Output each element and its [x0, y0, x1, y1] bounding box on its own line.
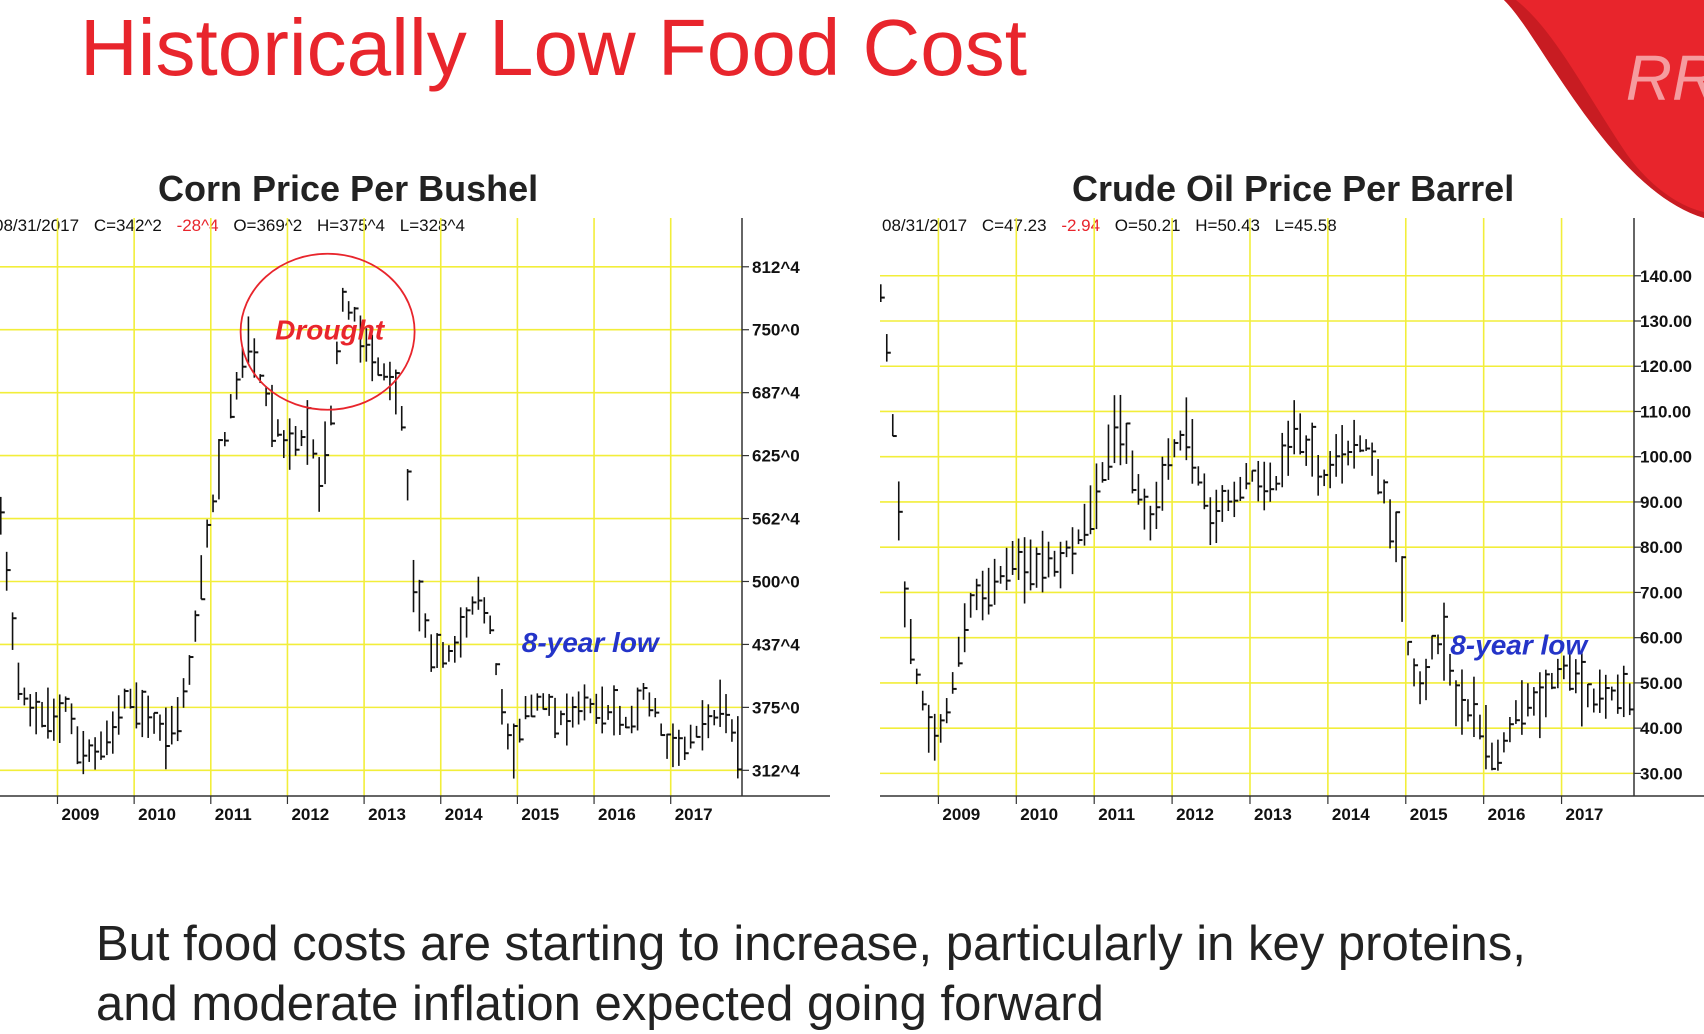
x-tick-label: 2009: [942, 805, 980, 824]
oil-open: O=50.21: [1114, 216, 1181, 235]
y-tick-label: 750^0: [752, 321, 800, 340]
y-tick-label: 500^0: [752, 572, 800, 591]
y-tick-label: 437^4: [752, 635, 800, 654]
oil-low: L=45.58: [1274, 216, 1337, 235]
y-tick-label: 40.00: [1640, 719, 1683, 738]
brand-corner: RR: [1504, 0, 1704, 218]
oil-close: C=47.23: [981, 216, 1047, 235]
corn-price-chart: 812^4 750^0 687^4 625^0 562^4 500^0 437^4 375^0…: [0, 218, 830, 824]
grid: [0, 218, 742, 796]
y-tick-label: 50.00: [1640, 674, 1683, 693]
y-tick-label: 562^4: [752, 510, 800, 529]
y-tick-label: 100.00: [1640, 448, 1692, 467]
annotation-label: 8-year low: [1450, 629, 1589, 660]
corn-date: 08/31/2017: [0, 216, 80, 235]
ohlc-series: [0, 287, 742, 779]
y-tick-label: 90.00: [1640, 493, 1683, 512]
x-tick-label: 2012: [291, 805, 329, 824]
x-tick-label: 2014: [445, 805, 483, 824]
oil-chart-summary: 08/31/2017 C=47.23 -2.94 O=50.21 H=50.43…: [882, 216, 1347, 236]
x-tick-label: 2013: [368, 805, 406, 824]
oil-price-chart: 140.00 130.00 120.00 110.00 100.00 90.00 80.00…: [880, 218, 1704, 824]
y-tick-label: 30.00: [1640, 764, 1683, 783]
corn-chart-title: Corn Price Per Bushel: [158, 168, 539, 209]
x-tick-label: 2014: [1332, 805, 1370, 824]
x-tick-label: 2016: [598, 805, 636, 824]
grid: [880, 218, 1634, 796]
ohlc-series: [880, 284, 1634, 771]
y-tick-label: 687^4: [752, 384, 800, 403]
corn-change: -28^4: [176, 216, 219, 235]
y-tick-label: 812^4: [752, 258, 800, 277]
x-tick-label: 2011: [1098, 805, 1135, 824]
oil-high: H=50.43: [1195, 216, 1260, 235]
x-tick-label: 2017: [675, 805, 713, 824]
slide-title: Historically Low Food Cost: [80, 3, 1027, 92]
y-tick-label: 70.00: [1640, 583, 1683, 602]
drought-circle: [239, 252, 416, 411]
x-tick-label: 2009: [61, 805, 99, 824]
x-tick-label: 2015: [1410, 805, 1448, 824]
x-tick-label: 2016: [1488, 805, 1526, 824]
x-tick-label: 2013: [1254, 805, 1292, 824]
y-tick-label: 120.00: [1640, 357, 1692, 376]
corn-low: L=328^4: [399, 216, 465, 235]
rr-logo-icon: RR: [1626, 42, 1704, 114]
y-tick-label: 80.00: [1640, 538, 1683, 557]
annotation-label: Drought: [275, 315, 386, 346]
y-tick-label: 375^0: [752, 698, 800, 717]
x-tick-label: 2010: [138, 805, 176, 824]
corn-close: C=342^2: [93, 216, 162, 235]
y-tick-label: 110.00: [1640, 402, 1691, 421]
x-tick-label: 2015: [521, 805, 559, 824]
corn-high: H=375^4: [317, 216, 385, 235]
y-tick-label: 312^4: [752, 761, 800, 780]
y-tick-label: 130.00: [1640, 312, 1692, 331]
y-tick-label: 140.00: [1640, 267, 1692, 286]
oil-change: -2.94: [1061, 216, 1101, 235]
y-tick-label: 60.00: [1640, 629, 1683, 648]
corn-chart-summary: 08/31/2017 C=342^2 -28^4 O=369^2 H=375^4…: [0, 216, 475, 236]
x-tick-label: 2010: [1020, 805, 1058, 824]
footer-text: But food costs are starting to increase,…: [96, 917, 1526, 1031]
oil-date: 08/31/2017: [882, 216, 968, 235]
x-tick-label: 2011: [215, 805, 252, 824]
annotation-label: 8-year low: [522, 627, 661, 658]
x-tick-label: 2012: [1176, 805, 1214, 824]
oil-chart-title: Crude Oil Price Per Barrel: [1072, 168, 1515, 209]
y-tick-label: 625^0: [752, 447, 800, 466]
x-tick-label: 2017: [1566, 805, 1604, 824]
corn-open: O=369^2: [233, 216, 303, 235]
